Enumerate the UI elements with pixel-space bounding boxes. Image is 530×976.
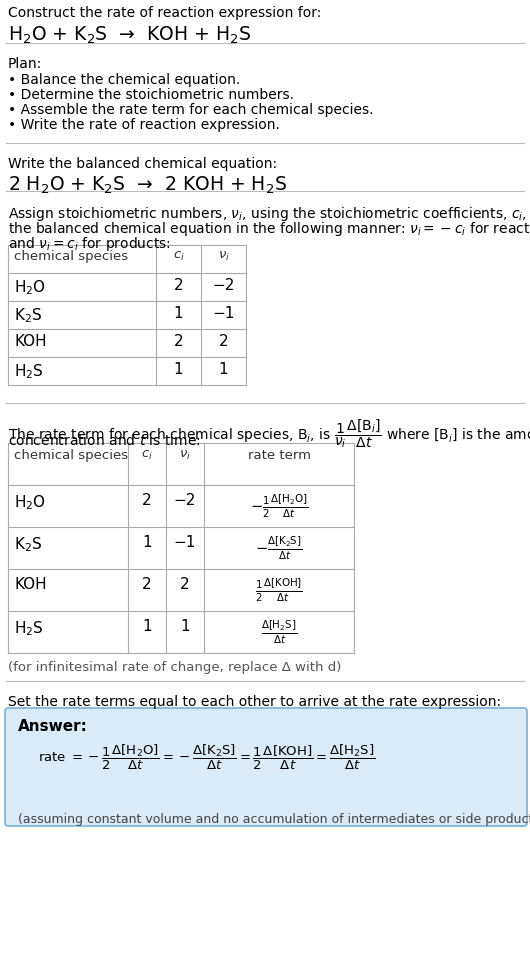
Text: • Determine the stoichiometric numbers.: • Determine the stoichiometric numbers.	[8, 88, 294, 102]
Text: −1: −1	[213, 306, 235, 321]
Text: $\frac{\Delta[\mathrm{H_2S}]}{\Delta t}$: $\frac{\Delta[\mathrm{H_2S}]}{\Delta t}$	[261, 618, 297, 646]
Text: 2 H$_2$O + K$_2$S  →  2 KOH + H$_2$S: 2 H$_2$O + K$_2$S → 2 KOH + H$_2$S	[8, 175, 287, 196]
Text: 2: 2	[174, 278, 183, 293]
Text: $c_i$: $c_i$	[141, 449, 153, 462]
Text: concentration and $t$ is time:: concentration and $t$ is time:	[8, 433, 201, 448]
Text: 2: 2	[219, 334, 228, 349]
Text: Set the rate terms equal to each other to arrive at the rate expression:: Set the rate terms equal to each other t…	[8, 695, 501, 709]
Text: The rate term for each chemical species, B$_i$, is $\dfrac{1}{\nu_i}\dfrac{\Delt: The rate term for each chemical species,…	[8, 417, 530, 450]
Text: 2: 2	[174, 334, 183, 349]
Text: −2: −2	[213, 278, 235, 293]
Text: chemical species: chemical species	[14, 449, 128, 462]
Text: Plan:: Plan:	[8, 57, 42, 71]
Text: • Balance the chemical equation.: • Balance the chemical equation.	[8, 73, 240, 87]
Text: −2: −2	[174, 493, 196, 508]
Text: KOH: KOH	[14, 334, 47, 349]
Text: Answer:: Answer:	[18, 719, 88, 734]
Text: • Write the rate of reaction expression.: • Write the rate of reaction expression.	[8, 118, 280, 132]
Text: 2: 2	[142, 493, 152, 508]
Text: $c_i$: $c_i$	[173, 250, 184, 264]
Text: $\frac{1}{2}\frac{\Delta[\mathrm{KOH}]}{\Delta t}$: $\frac{1}{2}\frac{\Delta[\mathrm{KOH}]}{…	[255, 576, 303, 604]
FancyBboxPatch shape	[5, 708, 527, 826]
Text: Write the balanced chemical equation:: Write the balanced chemical equation:	[8, 157, 277, 171]
Text: 1: 1	[142, 535, 152, 550]
Text: $\nu_i$: $\nu_i$	[179, 449, 191, 462]
Text: Assign stoichiometric numbers, $\nu_i$, using the stoichiometric coefficients, $: Assign stoichiometric numbers, $\nu_i$, …	[8, 205, 530, 223]
Text: (for infinitesimal rate of change, replace Δ with d): (for infinitesimal rate of change, repla…	[8, 661, 341, 674]
Text: 1: 1	[142, 619, 152, 634]
Text: rate term: rate term	[248, 449, 311, 462]
Bar	[8, 443, 354, 653]
Text: −1: −1	[174, 535, 196, 550]
Bar	[8, 245, 246, 385]
Text: 2: 2	[142, 577, 152, 592]
Text: K$_2$S: K$_2$S	[14, 535, 42, 553]
Text: 1: 1	[174, 306, 183, 321]
Text: 2: 2	[180, 577, 190, 592]
Text: K$_2$S: K$_2$S	[14, 306, 42, 325]
Text: rate $= -\dfrac{1}{2}\dfrac{\Delta[\mathrm{H_2O}]}{\Delta t} = -\dfrac{\Delta[\m: rate $= -\dfrac{1}{2}\dfrac{\Delta[\math…	[38, 743, 375, 772]
Text: 1: 1	[219, 362, 228, 377]
Text: H$_2$S: H$_2$S	[14, 619, 44, 637]
Text: H$_2$O: H$_2$O	[14, 278, 46, 297]
Text: $-\frac{1}{2}\frac{\Delta[\mathrm{H_2O}]}{\Delta t}$: $-\frac{1}{2}\frac{\Delta[\mathrm{H_2O}]…	[250, 492, 308, 520]
Text: Construct the rate of reaction expression for:: Construct the rate of reaction expressio…	[8, 6, 321, 20]
Text: $\nu_i$: $\nu_i$	[217, 250, 229, 264]
Text: 1: 1	[174, 362, 183, 377]
Text: • Assemble the rate term for each chemical species.: • Assemble the rate term for each chemic…	[8, 103, 374, 117]
Text: KOH: KOH	[14, 577, 47, 592]
Text: chemical species: chemical species	[14, 250, 128, 263]
Text: 1: 1	[180, 619, 190, 634]
Text: H$_2$O: H$_2$O	[14, 493, 46, 511]
Text: H$_2$O + K$_2$S  →  KOH + H$_2$S: H$_2$O + K$_2$S → KOH + H$_2$S	[8, 25, 251, 46]
Text: $-\frac{\Delta[\mathrm{K_2S}]}{\Delta t}$: $-\frac{\Delta[\mathrm{K_2S}]}{\Delta t}…	[255, 534, 303, 562]
Text: H$_2$S: H$_2$S	[14, 362, 44, 381]
Text: and $\nu_i = c_i$ for products:: and $\nu_i = c_i$ for products:	[8, 235, 171, 253]
Text: the balanced chemical equation in the following manner: $\nu_i = -c_i$ for react: the balanced chemical equation in the fo…	[8, 220, 530, 238]
Text: (assuming constant volume and no accumulation of intermediates or side products): (assuming constant volume and no accumul…	[18, 813, 530, 826]
